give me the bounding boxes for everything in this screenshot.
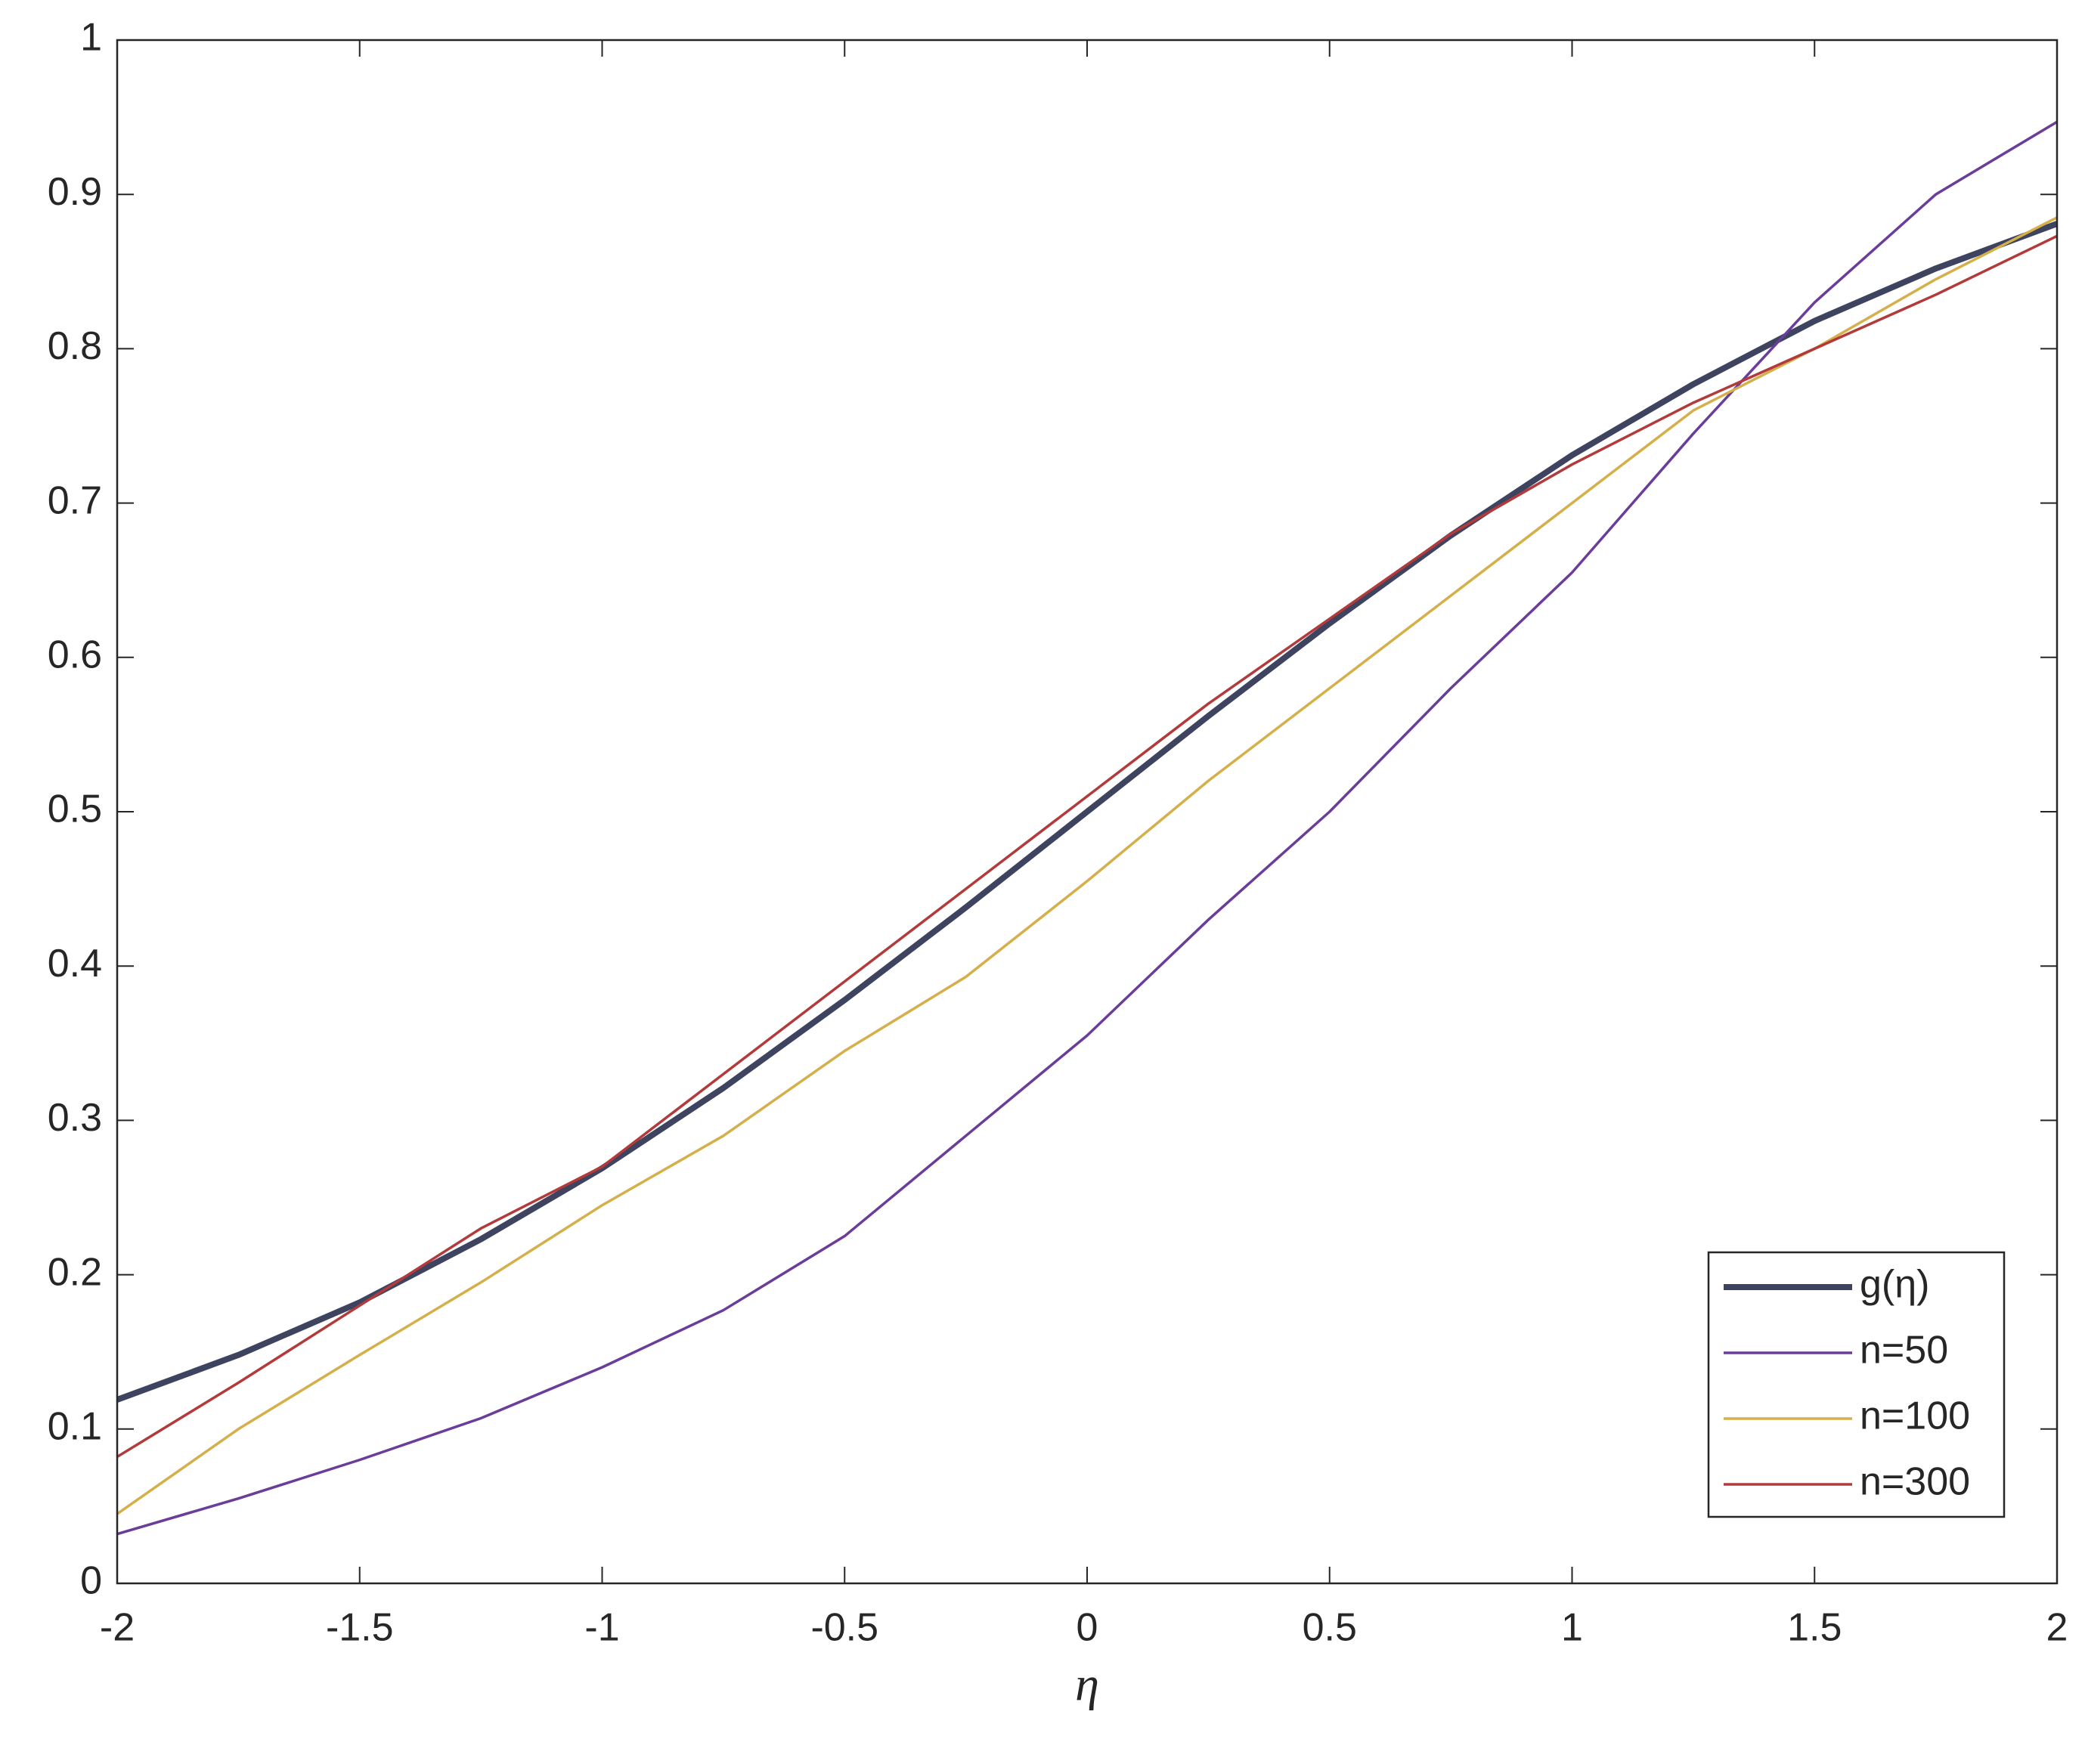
x-tick-label: 0 [1077, 1606, 1098, 1650]
y-tick-label: 0.4 [48, 942, 102, 986]
x-tick-label: 0.5 [1303, 1606, 1357, 1650]
y-tick-label: 0.9 [48, 170, 102, 214]
x-tick-label: 1.5 [1787, 1606, 1842, 1650]
x-tick-label: -1 [584, 1606, 619, 1650]
x-tick-label: -1.5 [326, 1606, 394, 1650]
legend-box [1707, 1251, 2006, 1518]
legend-label: g(η) [1860, 1263, 1929, 1307]
plot-frame [116, 39, 2059, 1585]
series-line [116, 216, 2058, 1515]
y-tick-label: 0.6 [48, 633, 102, 677]
y-tick-label: 0.7 [48, 478, 102, 522]
x-axis-label: η [1075, 1657, 1099, 1711]
y-tick-label: 1 [80, 16, 102, 60]
y-tick-label: 0.2 [48, 1250, 102, 1294]
legend-label: n=300 [1860, 1460, 1970, 1504]
series-line [116, 234, 2058, 1459]
x-tick-label: -0.5 [810, 1606, 878, 1650]
x-tick-label: 1 [1561, 1606, 1583, 1650]
y-tick-label: 0.3 [48, 1096, 102, 1140]
y-tick-label: 0.5 [48, 788, 102, 831]
y-tick-label: 0.8 [48, 324, 102, 368]
legend-label: n=100 [1860, 1394, 1970, 1438]
legend-label: n=50 [1860, 1329, 1948, 1373]
series-line [116, 221, 2059, 1403]
y-tick-label: 0 [80, 1559, 102, 1603]
x-tick-label: 2 [2046, 1606, 2068, 1650]
y-tick-label: 0.1 [48, 1405, 102, 1449]
x-tick-label: -2 [100, 1606, 135, 1650]
